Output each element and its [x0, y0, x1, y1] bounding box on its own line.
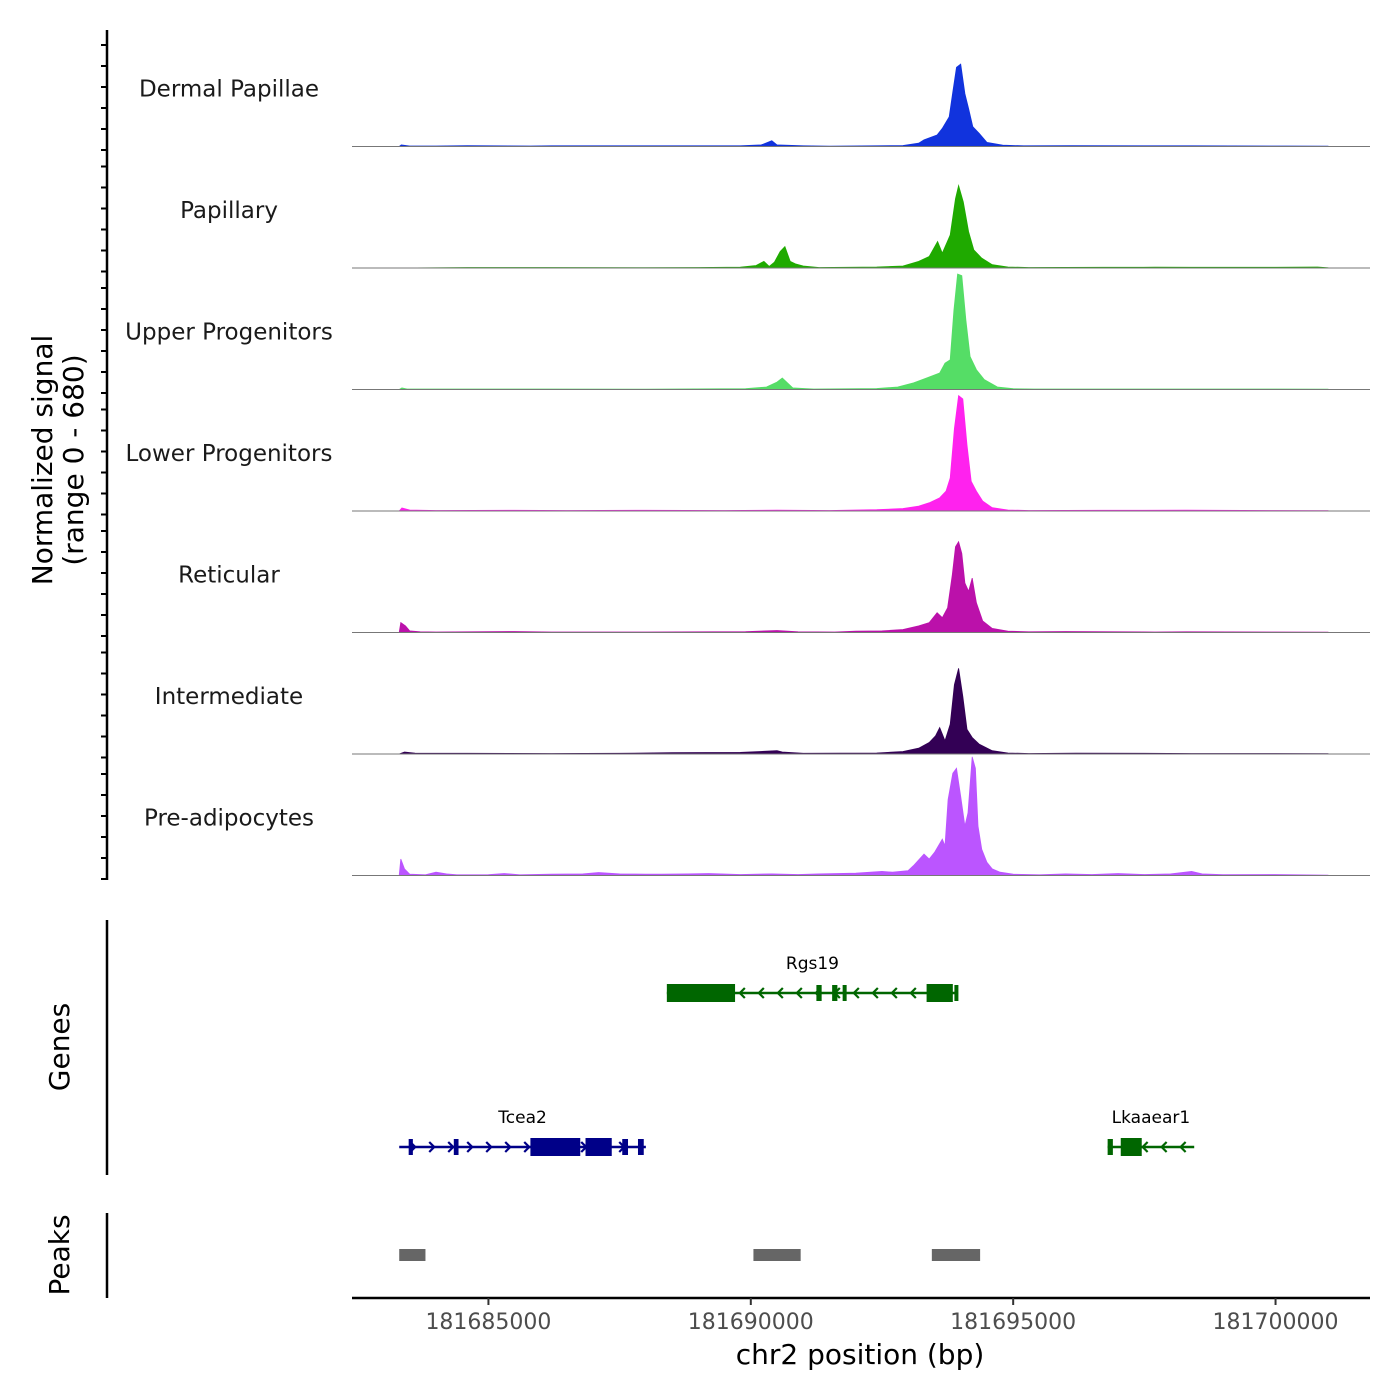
gene-label-lkaaear1: Lkaaear1: [1112, 1108, 1191, 1128]
x-tick-label: 181685000: [425, 1310, 551, 1335]
strand-arrow-rgs19: [738, 987, 746, 999]
peak-region-2: [753, 1249, 801, 1261]
strand-arrow-lkaaear1: [1179, 1141, 1187, 1153]
track-dermal-papillae: Dermal Papillae: [139, 63, 1370, 147]
exon-tcea2: [530, 1138, 581, 1156]
exon-rgs19: [832, 985, 838, 1001]
track-pre-adipocytes: Pre-adipocytes: [144, 756, 1370, 876]
coverage-area-intermediate: [399, 668, 1329, 755]
track-label-reticular: Reticular: [178, 563, 280, 589]
coverage-area-lower-progenitors: [398, 394, 1329, 512]
track-label-lower-progenitors: Lower Progenitors: [126, 441, 333, 467]
track-label-dermal-papillae: Dermal Papillae: [139, 77, 319, 103]
strand-arrow-rgs19: [909, 987, 917, 999]
x-tick-label: 181700000: [1213, 1310, 1339, 1335]
peaks-axis-label: Peaks: [43, 1214, 76, 1295]
strand-arrow-tcea2: [447, 1141, 455, 1153]
track-lower-progenitors: Lower Progenitors: [126, 394, 1370, 512]
track-reticular: Reticular: [178, 540, 1370, 633]
track-label-pre-adipocytes: Pre-adipocytes: [144, 806, 314, 832]
gene-label-tcea2: Tcea2: [497, 1108, 547, 1128]
strand-arrow-lkaaear1: [1160, 1141, 1168, 1153]
x-axis-label: chr2 position (bp): [736, 1338, 985, 1371]
peak-region-3: [931, 1249, 981, 1261]
exon-rgs19: [926, 984, 953, 1002]
exon-rgs19: [842, 985, 847, 1001]
strand-arrow-rgs19: [795, 987, 803, 999]
track-label-intermediate: Intermediate: [155, 684, 303, 710]
x-axis-ticks: 181685000 181690000 181695000 181700000: [425, 1298, 1339, 1335]
gene-annotation-track: Rgs19 Tcea2 Lkaaear1: [399, 954, 1195, 1156]
coverage-left-axis: [101, 30, 109, 880]
track-label-upper-progenitors: Upper Progenitors: [125, 320, 333, 346]
coverage-area-upper-progenitors: [397, 273, 1329, 390]
exon-tcea2: [453, 1139, 459, 1155]
coverage-area-pre-adipocytes: [398, 756, 1329, 876]
track-upper-progenitors: Upper Progenitors: [125, 273, 1370, 390]
x-tick-label: 181695000: [950, 1310, 1076, 1335]
gene-rgs19: Rgs19: [666, 954, 959, 1002]
exon-rgs19: [816, 985, 822, 1001]
gene-tcea2: Tcea2: [399, 1108, 646, 1156]
exon-tcea2: [585, 1138, 612, 1156]
gene-label-rgs19: Rgs19: [786, 954, 839, 974]
strand-arrow-tcea2: [523, 1141, 531, 1153]
exon-tcea2: [622, 1139, 629, 1155]
exon-rgs19: [666, 984, 736, 1002]
track-label-papillary: Papillary: [180, 198, 278, 224]
y-axis-label-line1: Normalized signal: [26, 335, 59, 586]
x-tick-label: 181690000: [688, 1310, 814, 1335]
coverage-tracks: Dermal Papillae Papillary Upper Progenitor…: [125, 63, 1370, 876]
strand-arrow-tcea2: [428, 1141, 436, 1153]
exon-rgs19: [954, 985, 959, 1001]
coverage-area-dermal-papillae: [398, 63, 1329, 147]
strand-arrow-rgs19: [776, 987, 784, 999]
strand-arrow-lkaaear1: [1141, 1141, 1149, 1153]
strand-arrow-rgs19: [890, 987, 898, 999]
exon-tcea2: [408, 1139, 413, 1155]
exon-lkaaear1: [1107, 1139, 1113, 1155]
track-intermediate: Intermediate: [155, 668, 1370, 755]
strand-arrow-tcea2: [485, 1141, 493, 1153]
y-axis-label-line2: (range 0 - 680): [57, 354, 90, 565]
peak-region-1: [399, 1249, 426, 1261]
coverage-area-reticular: [398, 540, 1329, 633]
strand-arrow-rgs19: [757, 987, 765, 999]
genes-axis-label: Genes: [43, 1003, 76, 1091]
exon-tcea2: [637, 1139, 644, 1155]
peaks-track: [399, 1249, 981, 1261]
track-papillary: Papillary: [180, 184, 1370, 269]
strand-arrow-rgs19: [871, 987, 879, 999]
gene-lkaaear1: Lkaaear1: [1107, 1108, 1195, 1156]
exon-lkaaear1: [1120, 1138, 1142, 1156]
strand-arrow-tcea2: [466, 1141, 474, 1153]
strand-arrow-rgs19: [852, 987, 860, 999]
coverage-area-papillary: [399, 184, 1329, 269]
strand-arrow-tcea2: [504, 1141, 512, 1153]
